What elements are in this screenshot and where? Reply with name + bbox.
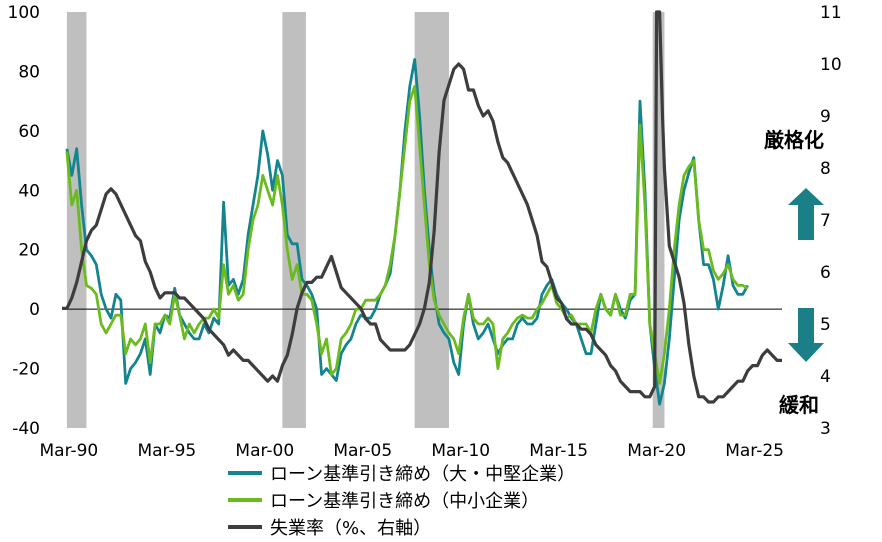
- series-line-2: [65, 84, 749, 385]
- legend-swatch: [228, 470, 262, 475]
- x-tick-label: Mar-00: [235, 441, 294, 461]
- right-tick-label: 9: [820, 107, 831, 127]
- recession-band: [652, 12, 665, 428]
- legend: ローン基準引き締め（大・中堅企業） ローン基準引き締め（中小企業） 失業率（%、…: [228, 459, 575, 540]
- left-axis-ticks: -40 -20 0 20 40 60 80 100: [8, 3, 40, 439]
- recession-band: [414, 12, 449, 428]
- left-tick-label: 0: [29, 300, 40, 320]
- left-tick-label: -40: [12, 419, 40, 439]
- legend-swatch: [228, 497, 262, 502]
- legend-item: ローン基準引き締め（中小企業）: [228, 486, 575, 513]
- recession-band: [66, 12, 87, 428]
- left-tick-label: 100: [8, 3, 40, 23]
- x-tick-label: Mar-10: [431, 441, 490, 461]
- series-line-3: [62, 10, 782, 404]
- arrow-down-icon: [788, 308, 824, 362]
- recession-band: [282, 12, 306, 428]
- right-axis-ticks: 3 4 5 6 7 8 9 10 11: [820, 3, 842, 439]
- left-tick-label: 40: [18, 181, 40, 201]
- right-tick-label: 5: [820, 315, 831, 335]
- right-tick-label: 4: [820, 367, 831, 387]
- right-tick-label: 8: [820, 159, 831, 179]
- annotation-ease: 緩和: [779, 393, 819, 417]
- left-tick-label: 60: [18, 122, 40, 142]
- x-tick-label: Mar-25: [725, 441, 784, 461]
- right-tick-label: 11: [820, 3, 842, 23]
- left-tick-label: -20: [12, 360, 40, 380]
- recession-bands: [66, 12, 665, 428]
- x-tick-label: Mar-95: [137, 441, 196, 461]
- x-tick-label: Mar-90: [40, 441, 99, 461]
- arrow-up-icon: [788, 188, 824, 240]
- right-tick-label: 7: [820, 211, 831, 231]
- left-tick-label: 80: [18, 62, 40, 82]
- legend-label: ローン基準引き締め（大・中堅企業）: [270, 463, 576, 485]
- legend-swatch: [228, 524, 262, 529]
- legend-label: ローン基準引き締め（中小企業）: [270, 490, 540, 512]
- series-lines: [62, 10, 782, 406]
- legend-item: 失業率（%、右軸）: [228, 513, 575, 540]
- x-tick-label: Mar-05: [333, 441, 392, 461]
- right-tick-label: 10: [820, 55, 842, 75]
- right-tick-label: 6: [820, 263, 831, 283]
- x-tick-label: Mar-15: [529, 441, 588, 461]
- right-tick-label: 3: [820, 419, 831, 439]
- annotation-tighten: 厳格化: [764, 128, 824, 152]
- left-tick-label: 20: [18, 241, 40, 261]
- x-axis-ticks: Mar-90 Mar-95 Mar-00 Mar-05 Mar-10 Mar-15 Mar-…: [40, 441, 784, 461]
- x-tick-label: Mar-20: [627, 441, 686, 461]
- legend-item: ローン基準引き締め（大・中堅企業）: [228, 459, 575, 486]
- legend-label: 失業率（%、右軸）: [270, 517, 432, 539]
